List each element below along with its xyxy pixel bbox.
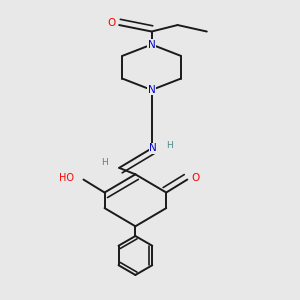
Text: N: N bbox=[148, 85, 155, 95]
Text: HO: HO bbox=[59, 173, 74, 183]
Text: O: O bbox=[107, 18, 115, 28]
Text: N: N bbox=[148, 40, 155, 50]
Text: H: H bbox=[101, 158, 108, 167]
Text: H: H bbox=[166, 141, 173, 150]
Text: N: N bbox=[149, 143, 157, 153]
Text: O: O bbox=[191, 173, 200, 183]
